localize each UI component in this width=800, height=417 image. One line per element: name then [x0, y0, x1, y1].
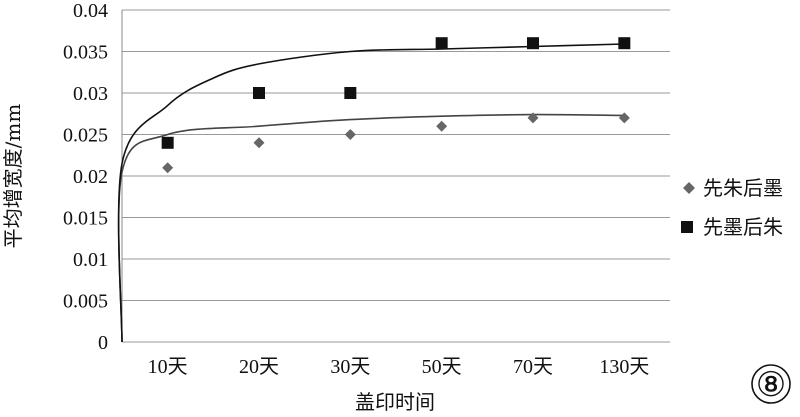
y-tick-label: 0.005 — [63, 291, 108, 313]
y-tick-label: 0.04 — [73, 0, 108, 22]
x-tick-label: 10天 — [148, 356, 188, 378]
legend-label-series-1: 先朱后墨 — [703, 176, 783, 200]
y-axis-title: 平均增宽度/mm — [1, 104, 25, 249]
data-point-square — [344, 87, 357, 99]
data-point-diamond — [344, 129, 356, 140]
y-tick-label: 0.03 — [73, 83, 108, 105]
x-tick-labels: 10天 20天 30天 50天 70天 130天 — [148, 356, 650, 378]
x-tick-label: 130天 — [599, 356, 649, 378]
y-tick-labels: 0 0.005 0.01 0.015 0.02 0.025 0.03 0.035 0.04 — [63, 0, 108, 354]
data-point-diamond — [162, 162, 174, 174]
legend: 先朱后墨 先墨后朱 — [681, 176, 783, 239]
y-tick-label: 0.02 — [73, 166, 108, 188]
x-tick-label: 30天 — [330, 356, 370, 378]
x-tick-label: 50天 — [422, 356, 462, 378]
trend-curves — [117, 43, 625, 343]
data-point-square — [253, 87, 265, 99]
panel-label-circle — [751, 364, 791, 404]
legend-label-series-2: 先墨后朱 — [703, 215, 783, 239]
data-point-diamond — [618, 112, 630, 124]
y-tick-label: 0.01 — [73, 249, 108, 271]
x-tick-label: 20天 — [239, 356, 279, 378]
panel-label: ⑧ — [756, 367, 786, 404]
y-tick-label: 0.015 — [63, 208, 108, 230]
data-point-diamond — [527, 112, 539, 124]
data-point-square — [618, 37, 631, 50]
data-point-diamond — [253, 137, 265, 149]
data-points — [161, 37, 631, 174]
data-point-square — [435, 37, 448, 50]
y-tick-label: 0 — [98, 332, 108, 354]
x-axis-title: 盖印时间 — [355, 390, 435, 414]
data-point-square — [161, 136, 174, 149]
legend-marker-square — [681, 221, 693, 233]
data-point-square — [527, 37, 539, 50]
y-tick-label: 0.025 — [63, 125, 108, 147]
gridlines — [122, 9, 670, 343]
legend-marker-diamond — [683, 182, 695, 194]
data-point-diamond — [436, 120, 448, 132]
trend-curve-series-1 — [117, 113, 625, 343]
trend-curve-series-2 — [117, 43, 625, 343]
y-tick-label: 0.035 — [63, 42, 108, 64]
x-tick-label: 70天 — [513, 356, 553, 378]
